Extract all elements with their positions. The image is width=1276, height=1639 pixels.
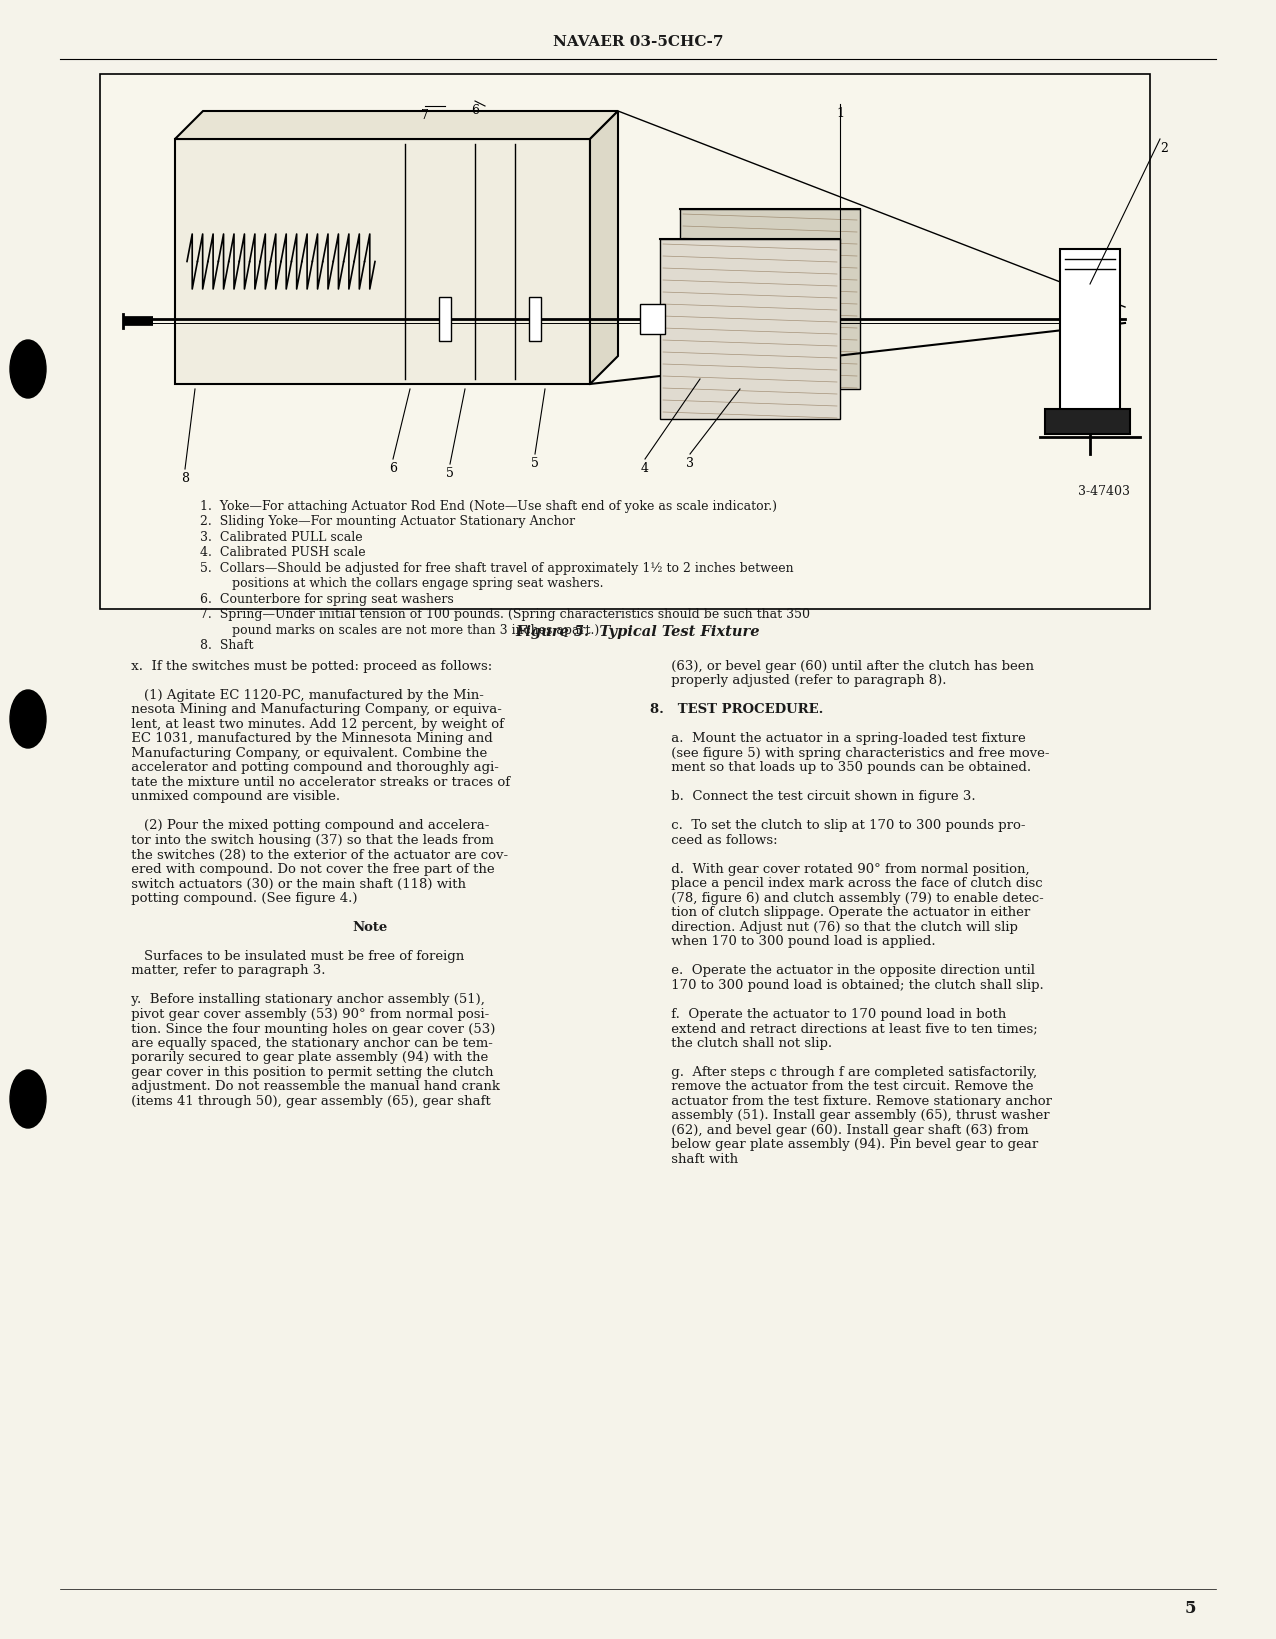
Ellipse shape [10,341,46,398]
Text: place a pencil index mark across the face of clutch disc: place a pencil index mark across the fac… [649,877,1042,890]
Ellipse shape [10,1070,46,1128]
Text: pivot gear cover assembly (53) 90° from normal posi-: pivot gear cover assembly (53) 90° from … [110,1008,489,1021]
Text: d.  With gear cover rotated 90° from normal position,: d. With gear cover rotated 90° from norm… [649,862,1030,875]
Text: accelerator and potting compound and thoroughly agi-: accelerator and potting compound and tho… [110,760,499,774]
Text: ceed as follows:: ceed as follows: [649,834,777,846]
Text: tion of clutch slippage. Operate the actuator in either: tion of clutch slippage. Operate the act… [649,906,1030,919]
Text: lent, at least two minutes. Add 12 percent, by weight of: lent, at least two minutes. Add 12 perce… [110,718,504,731]
Text: pound marks on scales are not more than 3 inches apart.): pound marks on scales are not more than … [200,623,600,636]
Text: potting compound. (See figure 4.): potting compound. (See figure 4.) [110,892,357,905]
Text: matter, refer to paragraph 3.: matter, refer to paragraph 3. [110,964,325,977]
Text: actuator from the test fixture. Remove stationary anchor: actuator from the test fixture. Remove s… [649,1095,1051,1108]
Bar [641,305,665,334]
Text: (62), and bevel gear (60). Install gear shaft (63) from: (62), and bevel gear (60). Install gear … [649,1123,1028,1136]
Text: 7: 7 [421,108,429,121]
Text: shaft with: shaft with [649,1152,738,1165]
Text: (78, figure 6) and clutch assembly (79) to enable detec-: (78, figure 6) and clutch assembly (79) … [649,892,1044,905]
Text: 3.  Calibrated PULL scale: 3. Calibrated PULL scale [200,531,362,544]
Bar [1060,249,1120,429]
Bar [100,75,1150,610]
Text: 2.  Sliding Yoke—For mounting Actuator Stationary Anchor: 2. Sliding Yoke—For mounting Actuator St… [200,515,575,528]
Text: switch actuators (30) or the main shaft (118) with: switch actuators (30) or the main shaft … [110,877,466,890]
Text: 8: 8 [181,472,189,485]
Text: nesota Mining and Manufacturing Company, or equiva-: nesota Mining and Manufacturing Company,… [110,703,501,716]
Text: y.  Before installing stationary anchor assembly (51),: y. Before installing stationary anchor a… [110,993,485,1006]
Ellipse shape [10,690,46,749]
Text: positions at which the collars engage spring seat washers.: positions at which the collars engage sp… [200,577,604,590]
Text: 5.  Collars—Should be adjusted for free shaft travel of approximately 1½ to 2 in: 5. Collars—Should be adjusted for free s… [200,562,794,575]
Bar [660,239,840,420]
Text: 1: 1 [836,107,843,120]
Text: (2) Pour the mixed potting compound and accelera-: (2) Pour the mixed potting compound and … [110,820,490,833]
Text: 1.  Yoke—For attaching Actuator Rod End (Note—Use shaft end of yoke as scale ind: 1. Yoke—For attaching Actuator Rod End (… [200,500,777,513]
Text: (items 41 through 50), gear assembly (65), gear shaft: (items 41 through 50), gear assembly (65… [110,1095,491,1108]
Text: (1) Agitate EC 1120-PC, manufactured by the Min-: (1) Agitate EC 1120-PC, manufactured by … [110,688,484,701]
Text: gear cover in this position to permit setting the clutch: gear cover in this position to permit se… [110,1065,494,1078]
Text: b.  Connect the test circuit shown in figure 3.: b. Connect the test circuit shown in fig… [649,790,976,803]
Text: Surfaces to be insulated must be free of foreign: Surfaces to be insulated must be free of… [110,949,464,962]
Text: 4: 4 [641,462,649,475]
Text: x.  If the switches must be potted: proceed as follows:: x. If the switches must be potted: proce… [110,659,493,672]
Text: 3-47403: 3-47403 [1078,485,1131,498]
Text: assembly (51). Install gear assembly (65), thrust washer: assembly (51). Install gear assembly (65… [649,1110,1050,1121]
Text: g.  After steps c through f are completed satisfactorily,: g. After steps c through f are completed… [649,1065,1037,1078]
Bar [439,298,450,343]
Text: extend and retract directions at least five to ten times;: extend and retract directions at least f… [649,1021,1037,1034]
Text: 3: 3 [686,457,694,470]
Text: ered with compound. Do not cover the free part of the: ered with compound. Do not cover the fre… [110,862,495,875]
Bar [530,298,541,343]
Text: Figure 5.  Typical Test Fixture: Figure 5. Typical Test Fixture [516,624,760,639]
Text: Note: Note [352,921,388,934]
Text: porarily secured to gear plate assembly (94) with the: porarily secured to gear plate assembly … [110,1051,489,1064]
Bar [175,139,590,385]
Bar [680,210,860,390]
Bar [1045,410,1131,434]
Text: tion. Since the four mounting holes on gear cover (53): tion. Since the four mounting holes on g… [110,1021,495,1034]
Text: properly adjusted (refer to paragraph 8).: properly adjusted (refer to paragraph 8)… [649,674,947,687]
Text: 7.  Spring—Under initial tension of 100 pounds. (Spring characteristics should b: 7. Spring—Under initial tension of 100 p… [200,608,810,621]
Text: are equally spaced, the stationary anchor can be tem-: are equally spaced, the stationary ancho… [110,1036,493,1049]
Text: 6: 6 [471,103,478,116]
Polygon shape [175,111,618,139]
Text: NAVAER 03-5CHC-7: NAVAER 03-5CHC-7 [553,34,723,49]
Text: EC 1031, manufactured by the Minnesota Mining and: EC 1031, manufactured by the Minnesota M… [110,733,493,746]
Text: direction. Adjust nut (76) so that the clutch will slip: direction. Adjust nut (76) so that the c… [649,921,1018,934]
Text: adjustment. Do not reassemble the manual hand crank: adjustment. Do not reassemble the manual… [110,1080,500,1093]
Polygon shape [590,111,618,385]
Text: (see figure 5) with spring characteristics and free move-: (see figure 5) with spring characteristi… [649,746,1049,759]
Text: the clutch shall not slip.: the clutch shall not slip. [649,1036,832,1049]
Text: 4.  Calibrated PUSH scale: 4. Calibrated PUSH scale [200,546,366,559]
Text: tate the mixture until no accelerator streaks or traces of: tate the mixture until no accelerator st… [110,775,510,788]
Text: c.  To set the clutch to slip at 170 to 300 pounds pro-: c. To set the clutch to slip at 170 to 3… [649,820,1026,833]
Text: below gear plate assembly (94). Pin bevel gear to gear: below gear plate assembly (94). Pin beve… [649,1137,1039,1151]
Text: f.  Operate the actuator to 170 pound load in both: f. Operate the actuator to 170 pound loa… [649,1008,1007,1021]
Text: 8.  Shaft: 8. Shaft [200,639,254,652]
Text: a.  Mount the actuator in a spring-loaded test fixture: a. Mount the actuator in a spring-loaded… [649,733,1026,746]
Text: 6: 6 [389,462,397,475]
Text: (63), or bevel gear (60) until after the clutch has been: (63), or bevel gear (60) until after the… [649,659,1034,672]
Text: tor into the switch housing (37) so that the leads from: tor into the switch housing (37) so that… [110,834,494,846]
Text: ment so that loads up to 350 pounds can be obtained.: ment so that loads up to 350 pounds can … [649,760,1031,774]
Text: the switches (28) to the exterior of the actuator are cov-: the switches (28) to the exterior of the… [110,847,508,860]
Text: 8.   TEST PROCEDURE.: 8. TEST PROCEDURE. [649,703,823,716]
Text: unmixed compound are visible.: unmixed compound are visible. [110,790,341,803]
Text: 5: 5 [531,457,538,470]
Text: remove the actuator from the test circuit. Remove the: remove the actuator from the test circui… [649,1080,1034,1093]
Text: 170 to 300 pound load is obtained; the clutch shall slip.: 170 to 300 pound load is obtained; the c… [649,978,1044,992]
Text: e.  Operate the actuator in the opposite direction until: e. Operate the actuator in the opposite … [649,964,1035,977]
Text: Manufacturing Company, or equivalent. Combine the: Manufacturing Company, or equivalent. Co… [110,746,487,759]
Text: 2: 2 [1160,143,1168,156]
Text: when 170 to 300 pound load is applied.: when 170 to 300 pound load is applied. [649,934,935,947]
Text: 5: 5 [1184,1600,1196,1616]
Text: 6.  Counterbore for spring seat washers: 6. Counterbore for spring seat washers [200,593,454,606]
Text: 5: 5 [447,467,454,480]
